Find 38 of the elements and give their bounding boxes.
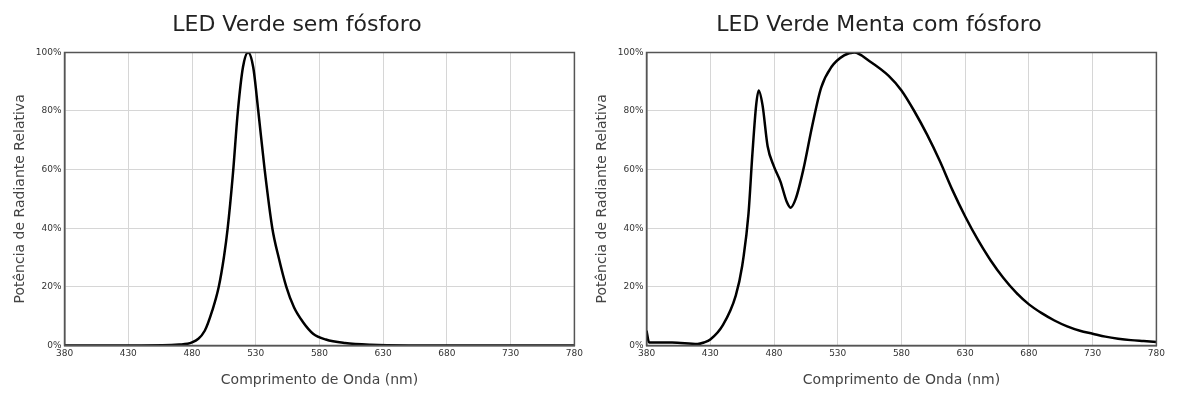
y-tick-label: 20% — [623, 281, 644, 292]
x-tick-label: 680 — [438, 348, 456, 359]
chart-title: LED Verde Menta com fósforo — [716, 10, 1042, 36]
line-series — [646, 52, 1157, 346]
x-tick-label: 730 — [1084, 348, 1102, 359]
x-tick-label: 730 — [502, 348, 520, 359]
x-tick-label: 780 — [565, 348, 584, 359]
x-tick-label: 630 — [956, 348, 975, 359]
x-tick-label: 430 — [701, 348, 720, 359]
x-tick-label: 630 — [374, 348, 393, 359]
y-tick-label: 0% — [629, 339, 644, 350]
y-tick-label: 20% — [41, 281, 62, 292]
y-tick-label: 40% — [41, 222, 62, 233]
y-tick-label: 100% — [35, 46, 62, 57]
x-tick-label: 380 — [55, 348, 74, 359]
chart-title: LED Verde sem fósforo — [172, 10, 422, 36]
x-tick-label: 680 — [1020, 348, 1038, 359]
x-axis-title: Comprimento de Onda (nm) — [802, 371, 1001, 388]
x-tick-label: 780 — [1147, 348, 1166, 359]
y-tick-label: 0% — [47, 339, 62, 350]
x-tick-label: 530 — [247, 348, 265, 359]
x-tick-label: 530 — [829, 348, 847, 359]
y-tick-label: 60% — [623, 163, 644, 174]
y-axis-title: Potência de Radiante Relativa — [11, 94, 28, 304]
x-tick-label: 480 — [765, 348, 783, 359]
line-series — [64, 52, 575, 346]
x-tick-label: 380 — [637, 348, 656, 359]
y-tick-label: 40% — [623, 222, 644, 233]
y-tick-label: 100% — [617, 46, 644, 57]
y-tick-label: 80% — [41, 105, 62, 116]
x-tick-label: 430 — [119, 348, 138, 359]
y-tick-label: 60% — [41, 163, 62, 174]
x-tick-label: 580 — [892, 348, 911, 359]
x-tick-label: 580 — [310, 348, 329, 359]
y-axis-title: Potência de Radiante Relativa — [593, 94, 610, 304]
x-tick-label: 480 — [183, 348, 201, 359]
y-tick-label: 80% — [623, 105, 644, 116]
x-axis-title: Comprimento de Onda (nm) — [220, 371, 419, 388]
